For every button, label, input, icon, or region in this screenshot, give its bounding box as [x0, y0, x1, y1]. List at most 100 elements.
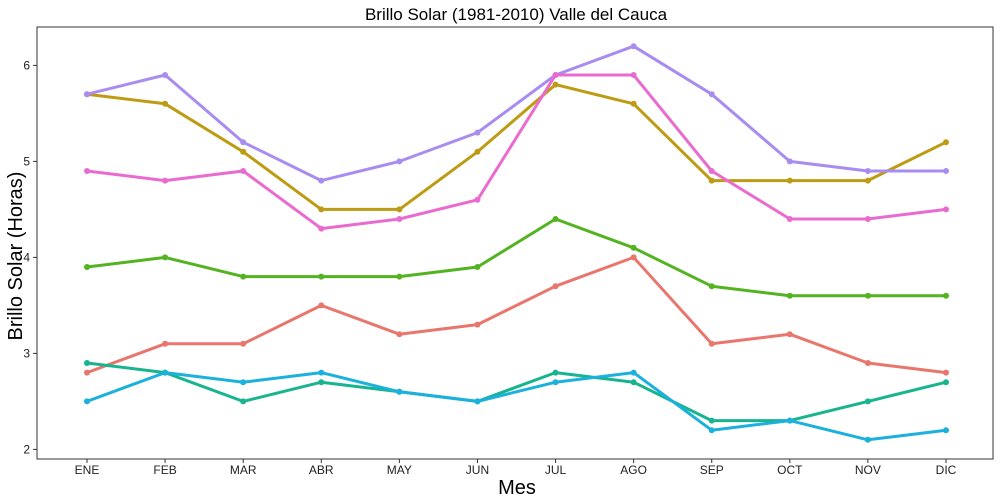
data-point	[708, 168, 715, 174]
data-point	[318, 177, 325, 184]
data-point	[318, 369, 325, 376]
data-point	[84, 168, 90, 174]
series-line	[85, 217, 948, 298]
data-point	[943, 292, 949, 299]
x-tick-label: MAY	[387, 463, 412, 477]
data-point	[318, 379, 325, 386]
x-axis: ENE FEB MAR ABR MAY JUN JUL AGO SEP OCT NOV DIC	[75, 459, 957, 477]
data-point	[396, 216, 403, 222]
data-point	[943, 139, 949, 146]
x-tick-label: ABR	[309, 463, 334, 477]
y-tick-label: 4	[23, 250, 30, 264]
x-tick-label: AGO	[620, 463, 647, 477]
data-point	[630, 379, 637, 386]
data-point	[864, 216, 871, 222]
data-point	[162, 369, 169, 376]
series-5	[84, 369, 949, 443]
data-point	[708, 177, 715, 184]
data-point	[552, 379, 559, 386]
y-tick-label: 5	[23, 154, 30, 168]
y-axis: 2 3 4 5 6	[23, 58, 37, 456]
data-point	[786, 417, 793, 424]
chart-title: Brillo Solar (1981-2010) Valle del Cauca	[365, 5, 668, 24]
x-axis-title: Mes	[498, 477, 536, 499]
data-point	[630, 244, 637, 251]
data-point	[708, 417, 715, 424]
data-point	[943, 427, 949, 434]
data-point	[708, 340, 715, 347]
data-point	[240, 340, 247, 347]
data-point	[84, 369, 90, 376]
data-point	[396, 331, 403, 338]
x-tick-label: NOV	[855, 463, 881, 477]
y-tick-label: 6	[23, 58, 30, 72]
data-point	[864, 292, 871, 299]
data-point	[84, 398, 90, 405]
data-point	[786, 158, 793, 165]
data-point	[552, 369, 559, 376]
y-axis-title: Brillo Solar (Horas)	[5, 172, 27, 341]
x-tick-label: ENE	[75, 463, 100, 477]
series-1	[84, 254, 949, 376]
data-point	[552, 81, 559, 88]
series-line	[85, 73, 948, 231]
data-point	[864, 360, 871, 366]
x-tick-label: JUL	[545, 463, 567, 477]
data-point	[240, 139, 247, 146]
data-point	[864, 436, 871, 443]
data-point	[552, 283, 559, 290]
x-tick-label: SEP	[700, 463, 724, 477]
data-point	[240, 168, 247, 174]
data-point	[864, 177, 871, 184]
data-point	[240, 398, 247, 405]
data-point	[630, 100, 637, 107]
series-7	[84, 72, 949, 232]
data-point	[396, 206, 403, 213]
data-point	[864, 168, 871, 174]
data-point	[552, 72, 559, 78]
data-point	[864, 398, 871, 405]
data-point	[786, 216, 793, 222]
x-tick-label: DIC	[936, 463, 957, 477]
plot-panel	[36, 26, 994, 460]
data-point	[786, 292, 793, 299]
data-point	[162, 177, 169, 184]
data-point	[474, 264, 481, 270]
data-point	[786, 177, 793, 184]
data-point	[474, 398, 481, 405]
data-point	[318, 302, 325, 309]
data-point	[708, 91, 715, 98]
data-point	[162, 72, 169, 78]
data-point	[318, 225, 325, 232]
data-point	[943, 206, 949, 213]
series-line	[85, 255, 948, 375]
data-point	[84, 264, 90, 270]
data-point	[630, 43, 637, 50]
data-point	[240, 273, 247, 280]
series-line	[85, 361, 948, 423]
data-point	[786, 331, 793, 338]
data-point	[708, 427, 715, 434]
x-tick-label: OCT	[777, 463, 803, 477]
data-point	[474, 148, 481, 155]
series-6	[84, 43, 949, 184]
data-point	[552, 216, 559, 222]
data-point	[162, 340, 169, 347]
data-point	[630, 254, 637, 261]
data-point	[318, 206, 325, 213]
data-point	[943, 168, 949, 174]
data-point	[162, 254, 169, 261]
data-point	[474, 196, 481, 203]
series-line	[85, 83, 948, 211]
data-point	[84, 360, 90, 366]
x-tick-label: FEB	[153, 463, 176, 477]
series-layer	[84, 43, 949, 443]
data-point	[240, 379, 247, 386]
y-tick-label: 2	[23, 442, 30, 456]
data-point	[474, 129, 481, 136]
data-point	[396, 273, 403, 280]
data-point	[318, 273, 325, 280]
series-3	[84, 216, 949, 299]
series-2	[84, 81, 949, 213]
